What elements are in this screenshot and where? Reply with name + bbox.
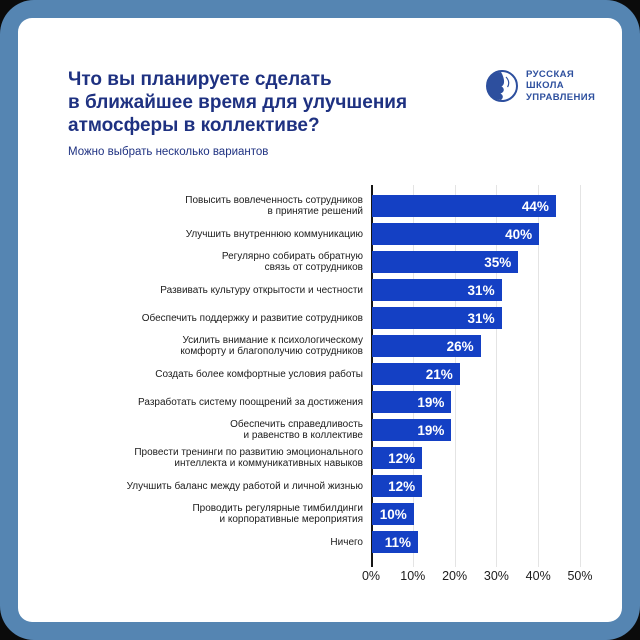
bar: 35% [372,251,519,273]
page-subtitle: Можно выбрать несколько вариантов [68,146,269,158]
card: Что вы планируете сделать в ближайшее вр… [18,18,622,622]
bar-track: 31% [371,279,596,301]
x-tick-label: 50% [567,569,593,583]
bar-row: Обеспечить поддержку и развитие сотрудни… [90,304,596,332]
bar: 19% [372,391,452,413]
bar-category-label: Повысить вовлеченность сотрудников в при… [185,195,363,217]
bar-track: 19% [371,419,596,441]
bar-category-label: Усилить внимание к психологическому комф… [180,335,363,357]
bar: 12% [372,447,423,469]
x-axis: 0% 10% 20% 30% 40% 50% [362,569,611,585]
bar-track: 35% [371,251,596,273]
y-axis-line [371,185,373,567]
bar-row: Регулярно собирать обратную связь от сот… [90,248,596,276]
bar: 19% [372,419,452,441]
bar-row: Повысить вовлеченность сотрудников в при… [90,192,596,220]
bar-track: 21% [371,363,596,385]
bar-track: 19% [371,391,596,413]
bar-value-label: 19% [417,422,445,438]
bar-track: 12% [371,475,596,497]
logo: РУССКАЯ ШКОЛА УПРАВЛЕНИЯ [484,68,595,104]
bar-track: 12% [371,447,596,469]
bar: 10% [372,503,414,525]
bar-category-label: Обеспечить поддержку и развитие сотрудни… [141,312,363,324]
bar-rows: Повысить вовлеченность сотрудников в при… [90,192,596,556]
bar: 44% [372,195,556,217]
bar-value-label: 12% [388,450,416,466]
bar-category-label: Регулярно собирать обратную связь от сот… [221,251,363,273]
bar-category-label: Ничего [330,536,363,548]
bar-row: Обеспечить справедливость и равенство в … [90,416,596,444]
bar-value-label: 21% [425,366,453,382]
rsu-emblem-icon [484,68,520,104]
x-tick-label: 40% [525,569,551,583]
bar-category-label: Улучшить внутреннюю коммуникацию [185,228,363,240]
bar-category-label: Разработать систему поощрений за достиже… [138,396,363,408]
bar-category-label: Развивать культуру открытости и честност… [160,284,363,296]
x-tick-label: 10% [400,569,426,583]
bar-row: Развивать культуру открытости и честност… [90,276,596,304]
bar-value-label: 44% [521,198,549,214]
bar-value-label: 40% [505,226,533,242]
bar-track: 26% [371,335,596,357]
x-tick-label: 0% [361,569,381,583]
logo-text: РУССКАЯ ШКОЛА УПРАВЛЕНИЯ [526,68,596,103]
x-tick-label: 20% [442,569,468,583]
bar-value-label: 35% [484,254,512,270]
bar: 26% [372,335,481,357]
bar-row: Ничего 11% [90,528,596,556]
bar-row: Улучшить внутреннюю коммуникацию 40% [90,220,596,248]
bar-track: 11% [371,531,596,553]
bar-value-label: 31% [467,310,495,326]
bar-category-label: Провести тренинги по развитию эмоциональ… [134,447,363,469]
bar-row: Улучшить баланс между работой и личной ж… [90,472,596,500]
bar-category-label: Проводить регулярные тимбилдинги и корпо… [192,503,363,525]
bar-category-label: Обеспечить справедливость и равенство в … [230,419,363,441]
bar-category-label: Создать более комфортные условия работы [155,368,363,380]
gridline [496,185,498,567]
bar-value-label: 31% [467,282,495,298]
bar-row: Провести тренинги по развитию эмоциональ… [90,444,596,472]
bar-track: 40% [371,223,596,245]
bar-row: Создать более комфортные условия работы 2… [90,360,596,388]
gridline [580,185,581,567]
bar-track: 44% [371,195,596,217]
bar-chart: Повысить вовлеченность сотрудников в при… [18,18,640,640]
bar-value-label: 12% [388,478,416,494]
bar-row: Усилить внимание к психологическому комф… [90,332,596,360]
bar-track: 31% [371,307,596,329]
bar-value-label: 10% [379,506,407,522]
bar-value-label: 11% [384,534,411,550]
bar: 31% [372,279,502,301]
bar: 12% [372,475,423,497]
page-title: Что вы планируете сделать в ближайшее вр… [68,69,408,136]
bar-track: 10% [371,503,596,525]
gridline [538,185,540,567]
bar: 31% [372,307,502,329]
bar-value-label: 19% [417,394,445,410]
bar-value-label: 26% [446,338,474,354]
bar: 11% [372,531,418,553]
x-tick-label: 30% [483,569,509,583]
bar: 21% [372,363,460,385]
bar-row: Разработать систему поощрений за достиже… [90,388,596,416]
bar-category-label: Улучшить баланс между работой и личной ж… [126,480,363,492]
bar: 40% [372,223,540,245]
bar-row: Проводить регулярные тимбилдинги и корпо… [90,500,596,528]
